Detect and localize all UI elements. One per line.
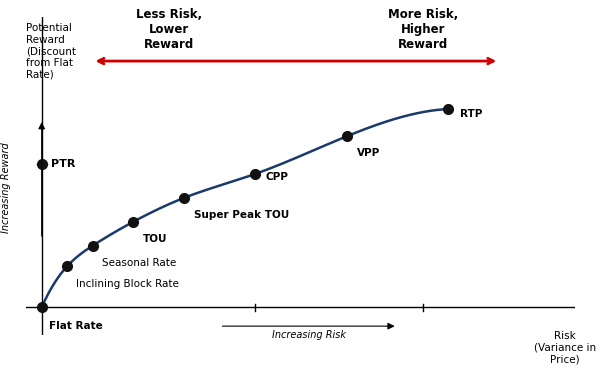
- Text: RTP: RTP: [459, 109, 482, 119]
- Text: Seasonal Rate: Seasonal Rate: [102, 258, 176, 268]
- Text: Potential
Reward
(Discount
from Flat
Rate): Potential Reward (Discount from Flat Rat…: [26, 24, 76, 80]
- Text: Increasing Risk: Increasing Risk: [272, 330, 346, 339]
- Text: TOU: TOU: [143, 234, 168, 244]
- Text: Flat Rate: Flat Rate: [49, 321, 103, 331]
- Text: VPP: VPP: [357, 148, 380, 158]
- Text: CPP: CPP: [265, 172, 288, 182]
- Text: Inclining Block Rate: Inclining Block Rate: [76, 279, 179, 289]
- Text: Super Peak TOU: Super Peak TOU: [194, 210, 290, 220]
- Text: Risk
(Variance in
Price): Risk (Variance in Price): [534, 331, 597, 365]
- Text: PTR: PTR: [51, 159, 75, 169]
- Text: Less Risk,
Lower
Reward: Less Risk, Lower Reward: [135, 8, 202, 51]
- Text: More Risk,
Higher
Reward: More Risk, Higher Reward: [388, 8, 458, 51]
- Text: Increasing Reward: Increasing Reward: [1, 142, 11, 233]
